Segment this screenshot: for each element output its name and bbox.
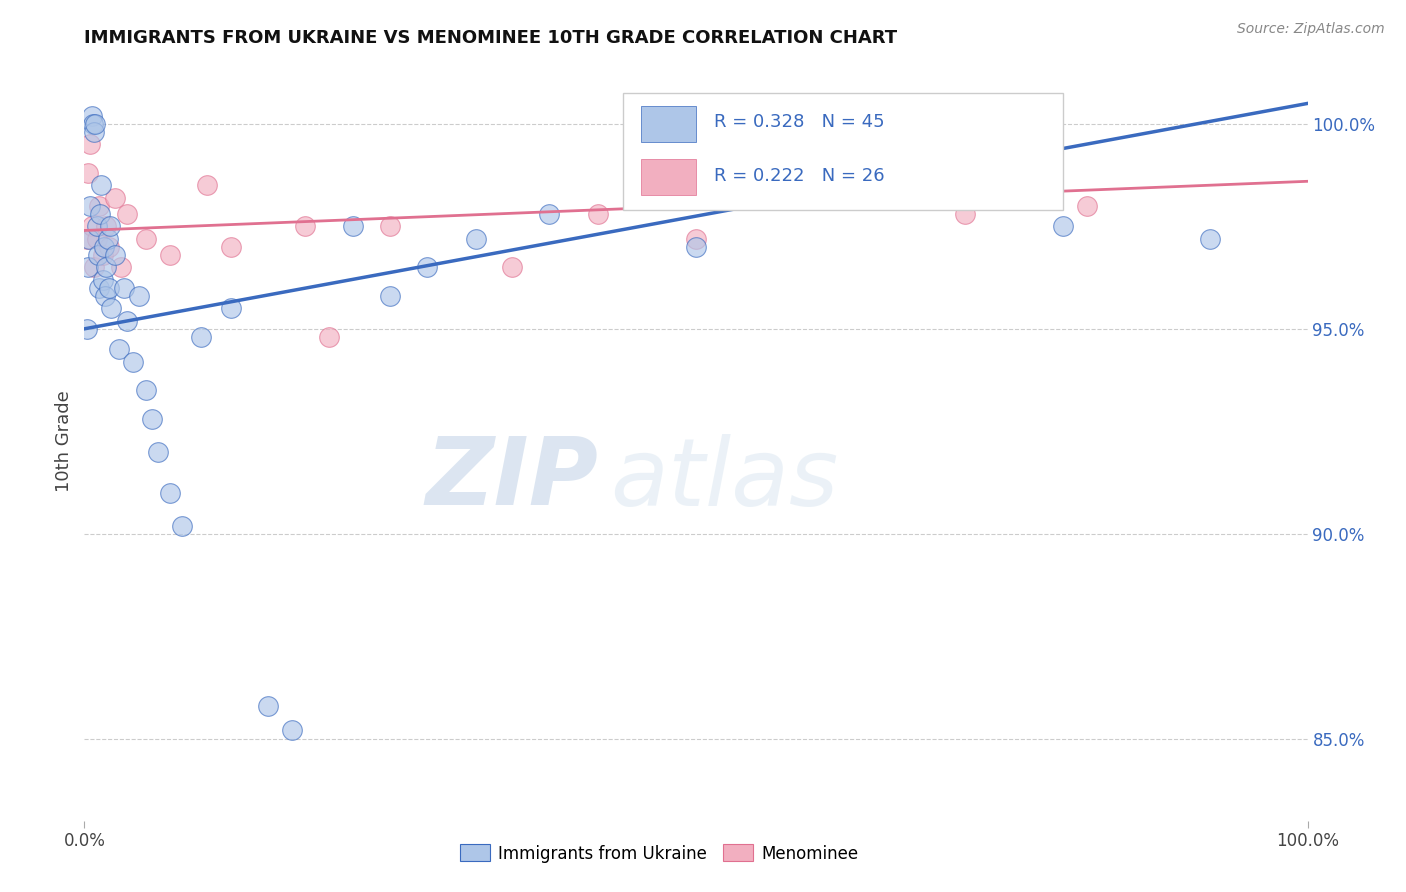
FancyBboxPatch shape: [623, 93, 1063, 211]
Point: [502, 260, 524, 275]
Point: [79, 199, 101, 213]
Point: [538, 207, 561, 221]
Point: [82, 117, 104, 131]
Point: [219, 240, 242, 254]
Point: [91, 273, 114, 287]
Point: [93, 240, 115, 254]
Point: [77, 232, 100, 246]
Text: R = 0.328   N = 45: R = 0.328 N = 45: [714, 112, 884, 130]
Point: [1198, 232, 1220, 246]
Point: [281, 723, 304, 738]
Point: [96, 219, 118, 234]
Point: [76, 232, 98, 246]
Point: [104, 248, 127, 262]
Point: [97, 232, 120, 246]
Text: atlas: atlas: [610, 434, 838, 525]
Point: [87, 199, 110, 213]
Point: [122, 354, 145, 368]
Point: [380, 289, 402, 303]
Point: [195, 178, 218, 193]
Point: [104, 191, 127, 205]
Point: [747, 178, 769, 193]
Point: [89, 207, 111, 221]
Point: [84, 117, 107, 131]
Point: [190, 330, 212, 344]
Point: [146, 444, 169, 458]
Point: [257, 698, 280, 713]
Point: [83, 125, 105, 139]
Point: [107, 343, 129, 357]
Point: [97, 281, 120, 295]
Point: [159, 485, 181, 500]
Point: [76, 322, 98, 336]
Point: [87, 281, 110, 295]
Point: [94, 289, 117, 303]
Point: [98, 219, 121, 234]
Point: [380, 219, 402, 234]
Point: [685, 232, 707, 246]
Point: [342, 219, 364, 234]
FancyBboxPatch shape: [641, 105, 696, 142]
Text: IMMIGRANTS FROM UKRAINE VS MENOMINEE 10TH GRADE CORRELATION CHART: IMMIGRANTS FROM UKRAINE VS MENOMINEE 10T…: [84, 29, 897, 47]
Point: [141, 412, 163, 426]
Point: [416, 260, 439, 275]
Point: [97, 240, 120, 254]
Point: [91, 248, 114, 262]
Point: [1076, 199, 1098, 213]
Point: [83, 260, 105, 275]
Point: [135, 232, 157, 246]
Point: [1052, 219, 1074, 234]
Point: [90, 178, 112, 193]
Point: [807, 191, 830, 205]
Text: ZIP: ZIP: [425, 434, 598, 525]
Point: [318, 330, 340, 344]
Point: [110, 260, 132, 275]
Point: [159, 248, 181, 262]
Point: [87, 248, 110, 262]
Point: [115, 313, 138, 327]
Point: [115, 207, 138, 221]
Point: [128, 289, 150, 303]
Point: [77, 166, 100, 180]
Y-axis label: 10th Grade: 10th Grade: [55, 391, 73, 492]
Point: [79, 137, 101, 152]
Point: [112, 281, 135, 295]
Point: [685, 240, 707, 254]
Point: [80, 109, 103, 123]
Text: R = 0.222   N = 26: R = 0.222 N = 26: [714, 167, 884, 186]
Point: [100, 301, 122, 316]
Point: [80, 219, 103, 234]
Point: [86, 232, 108, 246]
Point: [219, 301, 242, 316]
Point: [96, 260, 118, 275]
Point: [77, 260, 100, 275]
Point: [86, 219, 108, 234]
Point: [464, 232, 486, 246]
Text: Source: ZipAtlas.com: Source: ZipAtlas.com: [1237, 22, 1385, 37]
Point: [172, 518, 194, 533]
Point: [135, 384, 157, 398]
Point: [586, 207, 609, 221]
Point: [294, 219, 316, 234]
Legend: Immigrants from Ukraine, Menominee: Immigrants from Ukraine, Menominee: [453, 838, 866, 869]
Point: [953, 207, 976, 221]
FancyBboxPatch shape: [641, 159, 696, 195]
